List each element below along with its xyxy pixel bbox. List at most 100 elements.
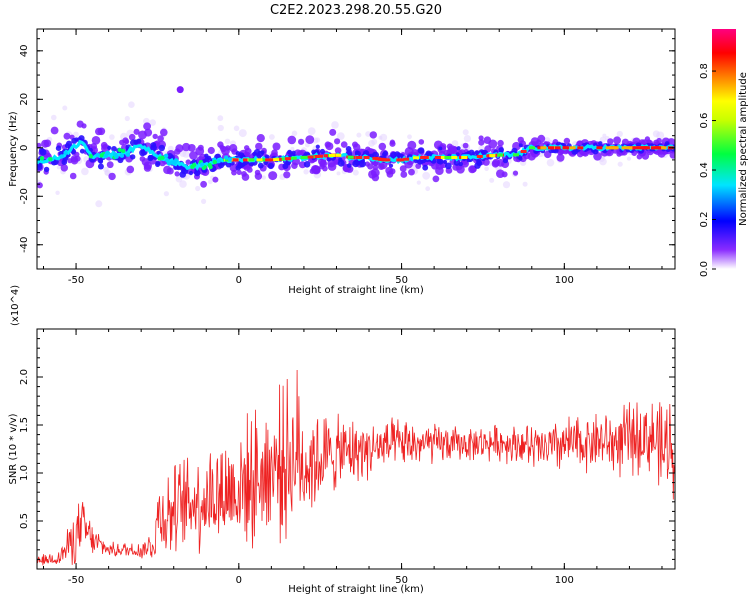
spectrogram-blob (64, 143, 70, 149)
spectrogram-blob (173, 165, 179, 170)
spectrogram-peak (356, 156, 363, 159)
spectrogram-blob (149, 119, 156, 126)
spectrogram-peak (643, 146, 650, 150)
spectrogram-blob (174, 171, 180, 177)
snr-panel: -50 0 50 100 0.5 1.0 1.5 2.0 Height of straight… (8, 285, 676, 595)
spectrogram-blob (422, 171, 431, 180)
spectrogram-blob (141, 158, 150, 166)
spectrogram-blob (331, 121, 339, 129)
spectrogram-peak (121, 148, 126, 154)
spectrogram-blob (124, 115, 130, 122)
spectrogram-blob (334, 147, 342, 154)
spectrogram-blob (484, 166, 489, 172)
spectrogram-blob (378, 142, 387, 151)
spectrogram-blob (179, 180, 187, 188)
snr-series (37, 369, 675, 566)
spectrogram-blob (204, 153, 209, 158)
spectrogram-xtick-label: 0 (236, 275, 242, 286)
spectrogram-peak (363, 156, 370, 159)
snr-ytick-label: 2.0 (19, 369, 30, 385)
spectrogram-blob (246, 167, 253, 173)
spectrogram-peak (163, 153, 169, 158)
spectrogram-blob (188, 170, 194, 176)
spectrogram-blob (194, 169, 201, 177)
spectrogram-blob (447, 145, 457, 154)
spectrogram-blob (195, 185, 201, 192)
spectrogram-peak (596, 146, 603, 150)
spectrogram-blob (220, 145, 227, 153)
spectrogram-blob (95, 200, 103, 208)
spectrogram-peak (513, 153, 519, 157)
spectrogram-blob (62, 105, 68, 111)
spectrogram-blob (315, 137, 321, 143)
spectrogram-peak (88, 154, 94, 159)
spectrogram-blob (267, 162, 274, 170)
spectrogram-blob (254, 169, 261, 176)
spectrogram-blob (352, 169, 359, 176)
spectrogram-blob (399, 165, 407, 173)
spectrogram-blob (546, 158, 555, 167)
spectrogram-peak (48, 157, 53, 162)
spectrogram-blob (128, 101, 135, 108)
spectrogram-blob (195, 146, 205, 156)
spectrogram-blob (50, 126, 59, 135)
spectrogram-blob (73, 131, 79, 138)
spectrogram-peak (290, 156, 297, 160)
spectrogram-blob (69, 172, 77, 180)
spectrogram-peak (284, 157, 291, 161)
spectrogram-blob (201, 198, 207, 204)
spectrogram-blob (471, 151, 476, 156)
spectrogram-blob (150, 144, 157, 152)
spectrogram-blob (256, 154, 262, 159)
spectrogram-blob (353, 143, 361, 151)
spectrogram-peak (157, 156, 162, 161)
spectrogram-blob (652, 130, 660, 138)
spectrogram-blob (616, 130, 623, 138)
spectrogram-blob (187, 144, 196, 152)
spectrogram-blob (81, 167, 89, 176)
spectrogram-blob (143, 164, 152, 172)
spectrogram-blob (563, 137, 571, 145)
spectrogram-blob (55, 145, 62, 151)
spectrogram-peak (347, 155, 354, 159)
spectrogram-peak (335, 153, 342, 157)
spectrogram-peak (612, 146, 619, 150)
snr-ytick-label: 0.5 (19, 513, 30, 529)
spectrogram-blob (324, 141, 331, 148)
spectrogram-blob (367, 163, 374, 170)
spectrogram-blob (157, 135, 164, 142)
spectrogram-peak (529, 146, 535, 150)
spectrogram-peak (190, 164, 195, 169)
spectrogram-blob (382, 152, 387, 157)
spectrogram-blob (336, 132, 345, 141)
spectrogram-peak (103, 153, 109, 158)
spectrogram-peak (403, 157, 410, 161)
snr-xtick-label: 0 (236, 575, 242, 586)
spectrogram-blob (76, 120, 84, 128)
spectrogram-peak (540, 146, 547, 150)
spectrogram-blob (644, 136, 651, 142)
figure-title: C2E2.2023.298.20.55.G20 (270, 3, 442, 18)
spectrogram-peak (59, 154, 64, 159)
spectrogram-blob (51, 114, 57, 121)
spectrogram-blob (613, 136, 621, 145)
spectrogram-blob (239, 160, 246, 167)
spectrogram-blob (422, 164, 429, 171)
spectrogram-blob (320, 148, 325, 154)
spectrogram-blob (55, 190, 60, 195)
spectrogram-blob (322, 165, 328, 172)
spectrogram-blob (37, 142, 42, 149)
spectrogram-peak (520, 150, 527, 153)
spectrogram-peak (605, 146, 612, 150)
spectrogram-blob (43, 166, 50, 173)
spectrogram-blob (235, 151, 241, 156)
spectrogram-blob (147, 154, 153, 160)
spectrogram-blob (305, 135, 315, 145)
spectrogram-blob (70, 156, 79, 165)
spectrogram-peak (216, 159, 221, 164)
spectrogram-peak (273, 158, 280, 162)
spectrogram-xtick-label: -50 (68, 275, 84, 286)
spectrogram-blob (407, 134, 412, 140)
spectrogram-peak (117, 147, 123, 153)
spectrogram-blob (90, 146, 98, 154)
